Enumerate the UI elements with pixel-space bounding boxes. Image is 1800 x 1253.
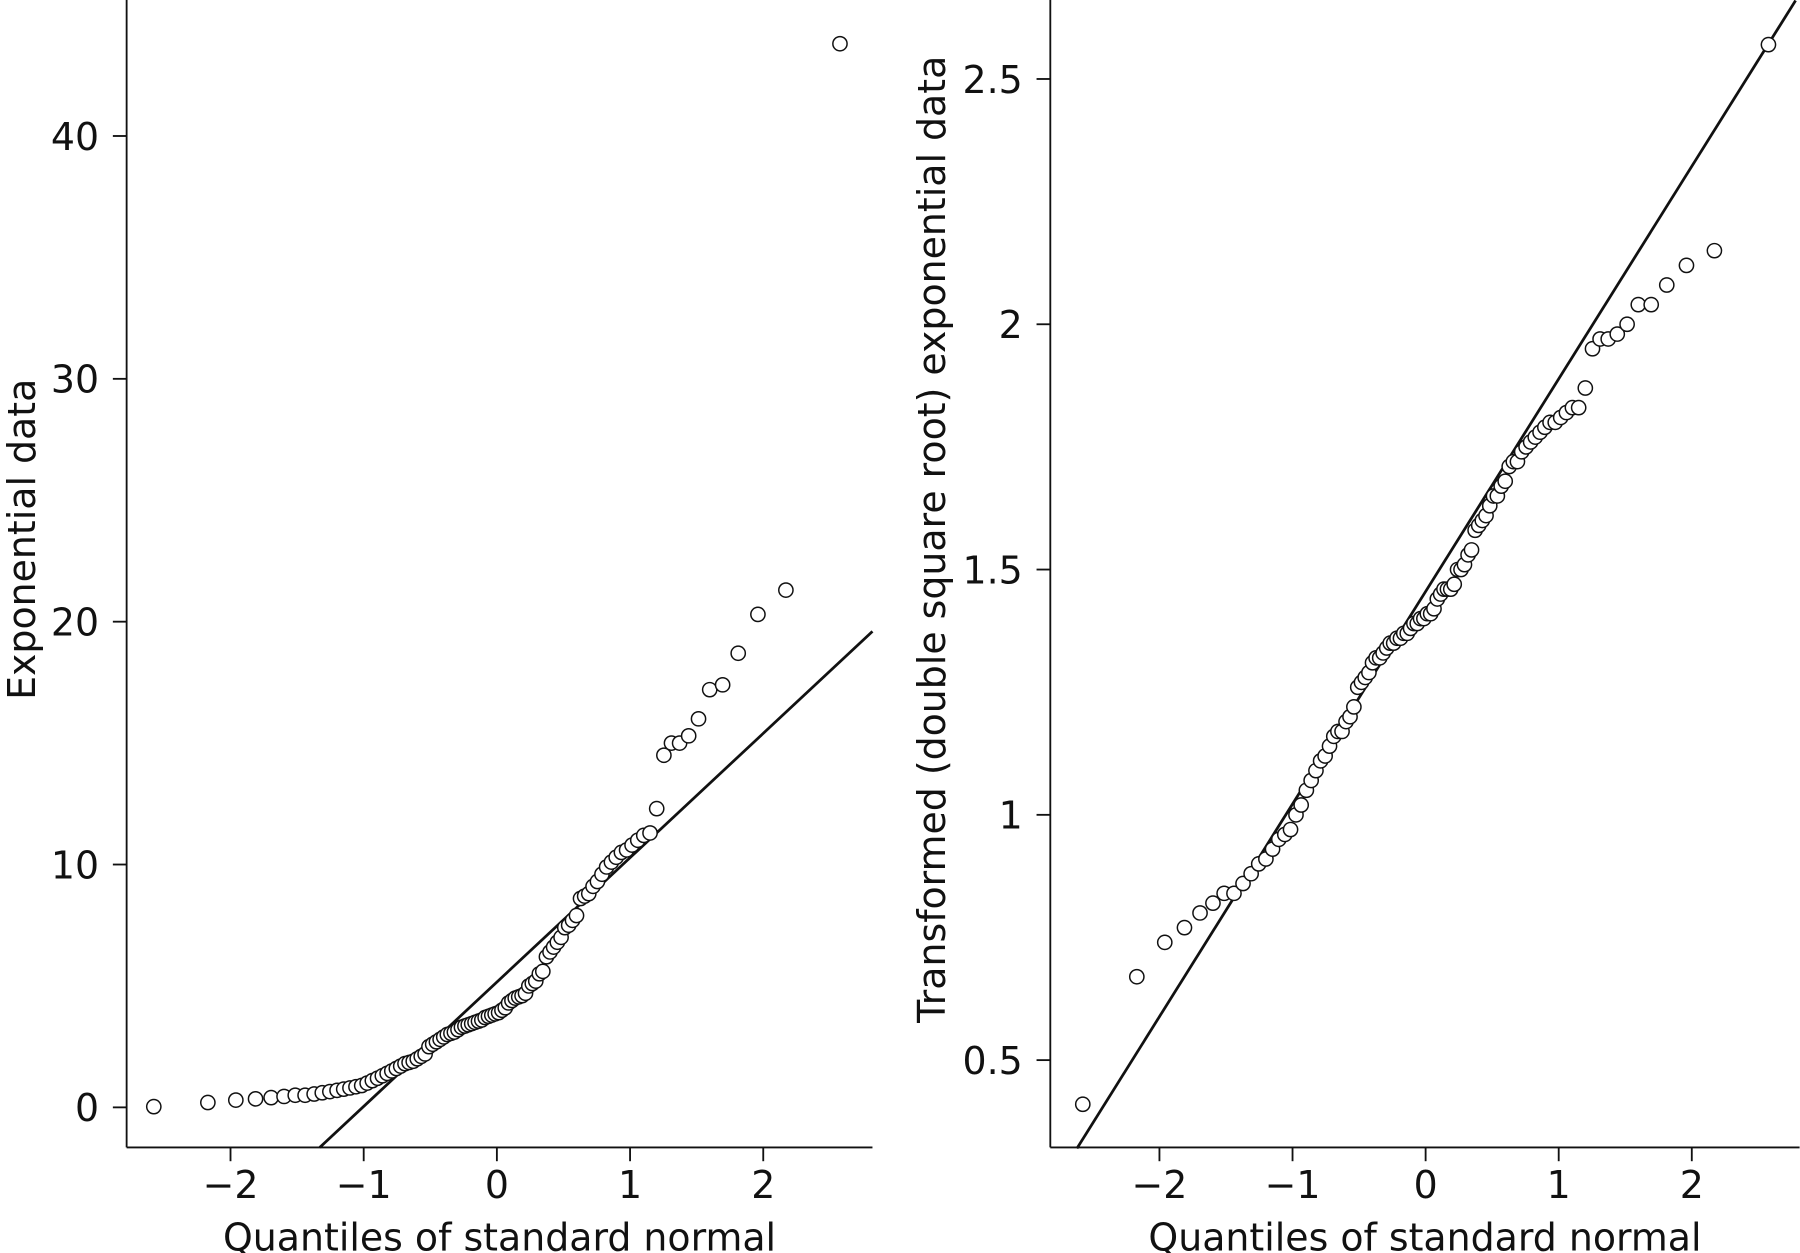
point — [1760, 36, 1777, 53]
point — [568, 907, 585, 924]
y-tick-label: 20 — [51, 600, 99, 644]
y-tick-label: 10 — [51, 843, 99, 887]
y-tick-label: 1.5 — [963, 548, 1023, 592]
point — [247, 1091, 264, 1107]
y-tick-label: 40 — [51, 115, 99, 159]
point — [1346, 699, 1362, 715]
point — [1074, 1096, 1091, 1113]
point — [680, 727, 697, 744]
y-tick-label: 0.5 — [963, 1039, 1023, 1083]
point — [200, 1094, 216, 1111]
point — [648, 800, 665, 817]
x-tick-label: 2 — [751, 1163, 775, 1207]
point — [263, 1089, 279, 1106]
point — [690, 710, 707, 727]
point — [832, 35, 848, 52]
point — [1643, 296, 1660, 313]
point — [1678, 257, 1695, 274]
x-tick-label: 2 — [1680, 1163, 1704, 1207]
point — [1577, 380, 1594, 396]
point — [656, 747, 672, 764]
x-tick-label: −2 — [203, 1163, 259, 1207]
point — [1619, 316, 1635, 333]
point — [701, 681, 718, 698]
point — [1630, 296, 1647, 313]
point — [1205, 895, 1221, 911]
x-tick-label: −1 — [336, 1163, 392, 1207]
point — [1570, 399, 1587, 416]
point — [642, 825, 658, 841]
x-tick-label: 1 — [1547, 1163, 1571, 1207]
point — [1192, 905, 1208, 921]
point — [1706, 242, 1723, 259]
point — [1293, 797, 1310, 813]
point — [1609, 326, 1626, 342]
x-tick-label: −2 — [1132, 1163, 1188, 1207]
y-tick-label: 2.5 — [963, 58, 1023, 102]
point — [1446, 576, 1463, 593]
y-tick-label: 1 — [999, 794, 1023, 838]
point — [1463, 542, 1480, 558]
point — [1226, 885, 1242, 902]
point — [778, 582, 794, 598]
point — [1156, 934, 1173, 951]
point — [1658, 277, 1675, 293]
point — [750, 606, 766, 623]
point — [227, 1092, 244, 1108]
y-tick-label: 0 — [75, 1086, 99, 1130]
point — [714, 676, 731, 693]
y-tick-label: 2 — [999, 303, 1023, 347]
point — [1176, 919, 1193, 936]
point — [534, 963, 551, 980]
x-tick-label: −1 — [1265, 1163, 1321, 1207]
point — [1282, 821, 1299, 838]
x-axis-label: Quantiles of standard normal — [223, 1216, 776, 1253]
y-tick-label: 30 — [51, 358, 99, 402]
x-tick-label: 1 — [618, 1163, 642, 1207]
x-tick-label: 0 — [1414, 1163, 1438, 1207]
point — [730, 645, 747, 662]
y-axis-label: Transformed (double square root) exponen… — [910, 56, 954, 1024]
reference-line — [1075, 0, 1797, 1150]
point — [1128, 968, 1145, 985]
x-axis-label: Quantiles of standard normal — [1148, 1216, 1701, 1253]
x-tick-label: 0 — [485, 1163, 509, 1207]
y-axis-label: Exponential data — [0, 379, 44, 700]
point — [145, 1098, 162, 1115]
point — [1497, 473, 1514, 490]
